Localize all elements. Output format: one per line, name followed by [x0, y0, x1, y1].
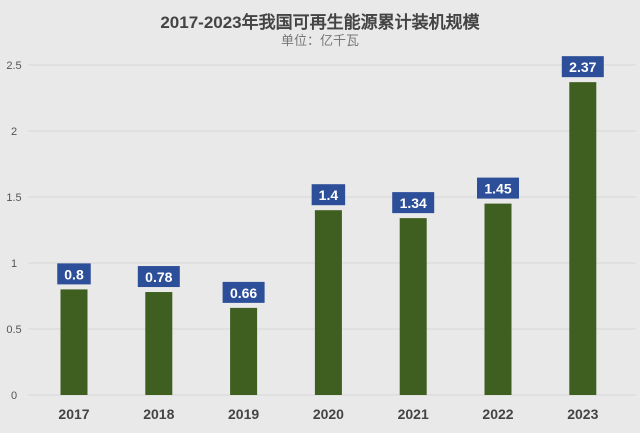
data-label-box	[311, 184, 346, 206]
y-tick-label: 0	[11, 390, 17, 402]
bar	[399, 218, 427, 395]
data-label-box	[561, 56, 604, 78]
x-tick-label: 2021	[398, 406, 429, 422]
data-label-box	[137, 266, 180, 288]
chart-title: 2017-2023年我国可再生能源累计装机规模	[160, 13, 480, 32]
chart-subtitle: 单位：亿千瓦	[280, 33, 359, 48]
data-label: 2.37	[569, 59, 596, 75]
data-label: 0.66	[230, 285, 257, 301]
x-tick-label: 2022	[482, 406, 513, 422]
x-tick-label: 2023	[567, 406, 598, 422]
y-tick-label: 1.5	[6, 192, 21, 204]
bar	[484, 203, 512, 395]
x-tick-label: 2019	[228, 406, 259, 422]
data-label: 1.4	[319, 187, 339, 203]
bar	[569, 82, 597, 395]
bar	[145, 292, 173, 395]
y-tick-label: 1	[11, 258, 17, 270]
bar	[230, 307, 258, 395]
x-tick-label: 2018	[143, 406, 174, 422]
data-label-box	[477, 177, 519, 199]
x-tick-label: 2020	[313, 406, 344, 422]
data-label-box	[392, 192, 435, 214]
data-label: 0.78	[145, 269, 172, 285]
data-label: 1.45	[484, 181, 511, 197]
bar	[314, 210, 342, 395]
data-label-box	[57, 263, 91, 285]
data-label-box	[222, 281, 265, 303]
y-tick-label: 0.5	[6, 324, 21, 336]
y-tick-label: 2.5	[6, 60, 21, 72]
bar	[60, 289, 88, 395]
y-tick-label: 2	[11, 126, 17, 138]
data-label: 0.8	[64, 266, 84, 282]
x-tick-label: 2017	[58, 406, 89, 422]
data-label: 1.34	[400, 195, 427, 211]
